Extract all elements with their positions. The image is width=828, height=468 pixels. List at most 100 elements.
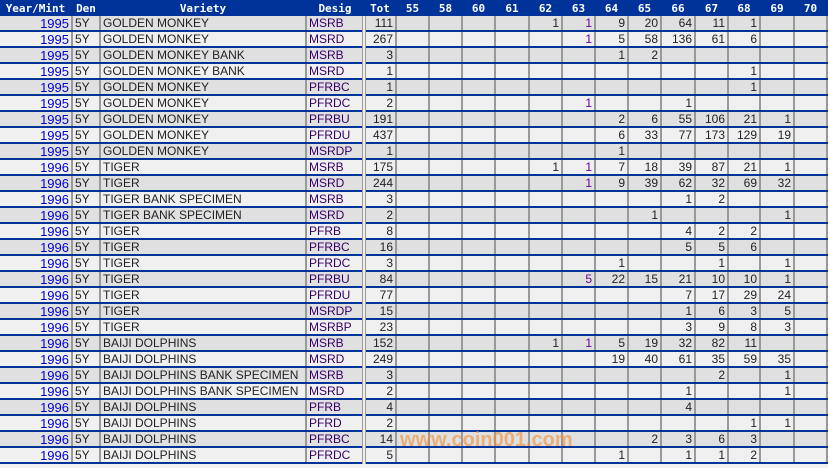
variety-cell: TIGER BANK SPECIMEN	[100, 207, 307, 224]
variety-cell: BAIJI DOLPHINS	[100, 351, 307, 368]
year-link[interactable]: 1996	[0, 175, 73, 192]
grade-cell-60	[462, 79, 496, 96]
year-link[interactable]: 1996	[0, 383, 73, 400]
year-link[interactable]: 1996	[0, 335, 73, 352]
grade-cell-60	[462, 143, 496, 160]
grade-cell-61	[495, 287, 530, 304]
grade-cell-66	[661, 47, 696, 64]
column-header-den[interactable]: Den	[72, 0, 101, 16]
year-link[interactable]: 1996	[0, 367, 73, 384]
grade-cell-69: 19	[760, 127, 795, 144]
year-link[interactable]: 1995	[0, 47, 73, 64]
variety-cell: BAIJI DOLPHINS	[100, 335, 307, 352]
grade-cell-69: 1	[760, 111, 795, 128]
column-header-year-mint[interactable]: Year/Mint	[0, 0, 73, 16]
grade-cell-62	[529, 143, 563, 160]
table-row: 1996 5Y TIGER PFRBC 16 5 5 6	[0, 239, 828, 256]
grade-cell-69	[760, 239, 795, 256]
grade-cell-63: 1	[562, 95, 596, 112]
year-link[interactable]: 1996	[0, 399, 73, 416]
year-link[interactable]: 1996	[0, 159, 73, 176]
column-header-58[interactable]: 58	[429, 0, 463, 16]
grade-cell-68: 1	[728, 16, 761, 32]
column-header-64[interactable]: 64	[595, 0, 629, 16]
year-link[interactable]: 1995	[0, 143, 73, 160]
grade-cell-69	[760, 447, 795, 464]
total-cell: 2	[364, 383, 397, 400]
grade-cell-61	[495, 127, 530, 144]
grade-cell-67: 1	[695, 255, 729, 272]
column-header-69[interactable]: 69	[760, 0, 795, 16]
grade-cell-63: 1	[562, 31, 596, 48]
year-link[interactable]: 1996	[0, 415, 73, 432]
grade-cell-66: 61	[661, 351, 696, 368]
grade-cell-68	[728, 383, 761, 400]
grade-cell-69	[760, 47, 795, 64]
year-link[interactable]: 1996	[0, 319, 73, 336]
designation-cell: PFRBC	[306, 431, 366, 448]
year-link[interactable]: 1995	[0, 95, 73, 112]
grade-cell-70	[794, 255, 828, 272]
grade-cell-58	[429, 447, 463, 464]
grade-cell-70	[794, 287, 828, 304]
year-link[interactable]: 1996	[0, 351, 73, 368]
grade-cell-60	[462, 207, 496, 224]
year-link[interactable]: 1995	[0, 31, 73, 48]
grade-cell-62	[529, 399, 563, 416]
year-link[interactable]: 1996	[0, 303, 73, 320]
year-link[interactable]: 1995	[0, 63, 73, 80]
grade-cell-66	[661, 143, 696, 160]
grade-cell-66	[661, 415, 696, 432]
designation-cell: PFRBU	[306, 111, 366, 128]
grade-cell-55	[396, 159, 430, 176]
year-link[interactable]: 1996	[0, 447, 73, 464]
grade-cell-65	[628, 399, 662, 416]
variety-cell: GOLDEN MONKEY	[100, 16, 307, 32]
year-link[interactable]: 1996	[0, 207, 73, 224]
grade-cell-66: 55	[661, 111, 696, 128]
grade-cell-63	[562, 79, 596, 96]
grade-cell-60	[462, 223, 496, 240]
year-link[interactable]: 1995	[0, 111, 73, 128]
year-link[interactable]: 1996	[0, 255, 73, 272]
column-header-68[interactable]: 68	[728, 0, 761, 16]
grade-cell-70	[794, 383, 828, 400]
column-header-63[interactable]: 63	[562, 0, 596, 16]
designation-cell: PFRB	[306, 223, 366, 240]
column-header-variety[interactable]: Variety	[100, 0, 307, 16]
grade-cell-62	[529, 367, 563, 384]
grade-cell-70	[794, 431, 828, 448]
grade-cell-67: 11	[695, 16, 729, 32]
grade-cell-66: 21	[661, 271, 696, 288]
year-link[interactable]: 1995	[0, 16, 73, 32]
column-header-66[interactable]: 66	[661, 0, 696, 16]
year-link[interactable]: 1996	[0, 287, 73, 304]
column-header-61[interactable]: 61	[495, 0, 530, 16]
year-link[interactable]: 1996	[0, 223, 73, 240]
column-header-tot[interactable]: Tot	[364, 0, 397, 16]
year-link[interactable]: 1996	[0, 239, 73, 256]
column-header-62[interactable]: 62	[529, 0, 563, 16]
total-cell: 1	[364, 79, 397, 96]
grade-cell-66	[661, 367, 696, 384]
designation-cell: PFRDU	[306, 287, 366, 304]
year-link[interactable]: 1996	[0, 191, 73, 208]
grade-cell-58	[429, 143, 463, 160]
column-header-60[interactable]: 60	[462, 0, 496, 16]
year-link[interactable]: 1996	[0, 271, 73, 288]
grade-cell-58	[429, 127, 463, 144]
grade-cell-58	[429, 223, 463, 240]
year-link[interactable]: 1996	[0, 431, 73, 448]
total-cell: 1	[364, 63, 397, 80]
column-header-70[interactable]: 70	[794, 0, 828, 16]
column-header-desig[interactable]: Desig	[306, 0, 365, 16]
year-link[interactable]: 1995	[0, 127, 73, 144]
year-link[interactable]: 1995	[0, 79, 73, 96]
grade-cell-68	[728, 191, 761, 208]
column-header-67[interactable]: 67	[695, 0, 729, 16]
designation-cell: PFRB	[306, 399, 366, 416]
column-header-55[interactable]: 55	[396, 0, 430, 16]
grade-cell-66: 1	[661, 191, 696, 208]
column-header-65[interactable]: 65	[628, 0, 662, 16]
grade-cell-61	[495, 319, 530, 336]
